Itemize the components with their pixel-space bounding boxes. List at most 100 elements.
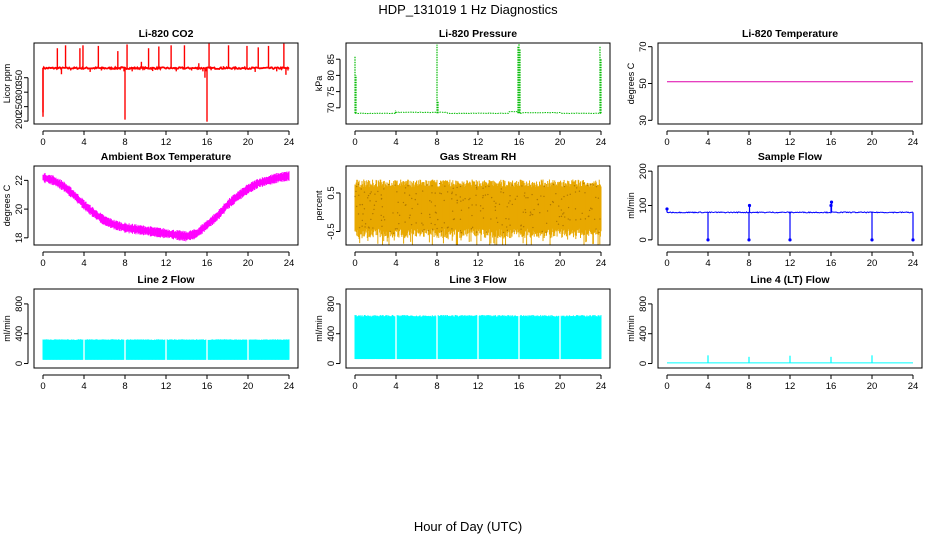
data-point xyxy=(536,198,539,201)
data-point xyxy=(531,213,534,216)
data-point xyxy=(597,197,600,199)
y-tick-label: 22 xyxy=(14,175,25,186)
data-point xyxy=(404,204,407,206)
data-point xyxy=(485,231,488,233)
data-point xyxy=(555,192,557,195)
x-tick-label: 8 xyxy=(434,258,439,269)
data-point xyxy=(456,199,458,202)
data-point xyxy=(557,223,560,225)
data-point xyxy=(381,206,384,208)
data-point xyxy=(359,204,361,206)
data-point xyxy=(529,211,532,213)
data-point xyxy=(520,228,522,230)
data-point xyxy=(364,226,366,228)
data-point xyxy=(500,188,503,190)
data-point xyxy=(369,192,371,195)
data-point xyxy=(459,218,462,220)
y-tick-label: 0 xyxy=(638,237,649,242)
data-point xyxy=(502,231,505,234)
data-point xyxy=(593,218,596,220)
data-point xyxy=(382,216,385,218)
data-point xyxy=(374,193,376,195)
data-point xyxy=(588,215,590,217)
x-axis: 0 4 8 12 16 20 24 xyxy=(664,130,918,148)
data-point xyxy=(482,207,484,210)
x-tick-label: 20 xyxy=(243,137,254,148)
x-tick-label: 20 xyxy=(555,381,566,392)
x-tick-label: 24 xyxy=(908,381,919,392)
data-point xyxy=(560,198,563,200)
data-point xyxy=(355,190,357,193)
x-tick-label: 12 xyxy=(473,137,484,148)
data-point xyxy=(411,207,413,210)
plot-frame xyxy=(345,288,611,369)
data-point xyxy=(427,229,429,232)
data-point xyxy=(421,190,424,192)
plot-area xyxy=(354,314,602,360)
data-point xyxy=(552,183,555,186)
data-point xyxy=(360,188,362,190)
data-point xyxy=(524,192,526,194)
figure-x-axis-label: Hour of Day (UTC) xyxy=(414,519,522,534)
x-tick-label: 8 xyxy=(434,381,439,392)
data-point xyxy=(494,209,497,212)
data-point xyxy=(383,219,386,221)
data-point xyxy=(524,209,526,211)
data-point xyxy=(357,183,360,186)
x-tick-label: 0 xyxy=(664,258,669,269)
x-axis: 0 4 8 12 16 20 24 xyxy=(40,130,295,148)
x-tick-label: 20 xyxy=(243,258,254,269)
y-axis: 0 400 800 xyxy=(14,296,29,366)
data-point xyxy=(522,226,525,228)
data-point xyxy=(563,212,565,214)
panel-title: Li-820 Pressure xyxy=(439,28,517,40)
data-point xyxy=(404,221,406,223)
x-tick-label: 12 xyxy=(785,137,796,148)
data-point xyxy=(496,221,499,224)
data-point xyxy=(500,191,502,193)
y-tick-label: 100 xyxy=(638,198,649,214)
data-point xyxy=(431,228,434,231)
panel-4: Ambient Box Temperature 0 4 8 12 16 20 24 18 20 22… xyxy=(2,151,299,269)
data-point xyxy=(451,191,453,193)
plot-frame xyxy=(33,288,299,369)
data-point xyxy=(456,186,458,189)
data-point xyxy=(531,193,533,196)
y-tick-label: 800 xyxy=(14,296,25,312)
data-point xyxy=(513,230,515,232)
x-tick-label: 20 xyxy=(555,137,566,148)
x-tick-label: 16 xyxy=(826,381,837,392)
data-point xyxy=(509,194,511,197)
data-point xyxy=(539,211,541,214)
data-point xyxy=(462,199,464,201)
x-tick-label: 24 xyxy=(596,258,607,269)
y-tick-label: 800 xyxy=(326,296,337,312)
y-tick-label: 800 xyxy=(638,296,649,312)
x-axis: 0 4 8 12 16 20 24 xyxy=(352,251,607,269)
x-tick-label: 24 xyxy=(284,137,295,148)
data-point xyxy=(392,212,394,214)
data-point xyxy=(355,205,358,208)
plot-frame xyxy=(657,165,923,246)
data-point xyxy=(788,238,792,242)
data-point xyxy=(410,223,413,226)
data-point xyxy=(358,226,361,229)
x-tick-label: 24 xyxy=(596,381,607,392)
x-tick-label: 8 xyxy=(746,137,751,148)
x-tick-label: 0 xyxy=(40,137,45,148)
data-point xyxy=(370,191,372,193)
data-point xyxy=(354,195,356,198)
data-point xyxy=(455,194,457,196)
y-axis: 30 50 70 xyxy=(638,41,653,126)
x-axis: 0 4 8 12 16 20 24 xyxy=(40,251,294,269)
x-tick-label: 8 xyxy=(746,381,751,392)
data-point xyxy=(459,185,462,188)
data-point xyxy=(408,217,411,219)
data-point xyxy=(375,200,377,203)
panel-title: Gas Stream RH xyxy=(440,151,516,163)
data-point xyxy=(475,194,477,197)
y-axis-label: ml/min xyxy=(626,192,636,219)
